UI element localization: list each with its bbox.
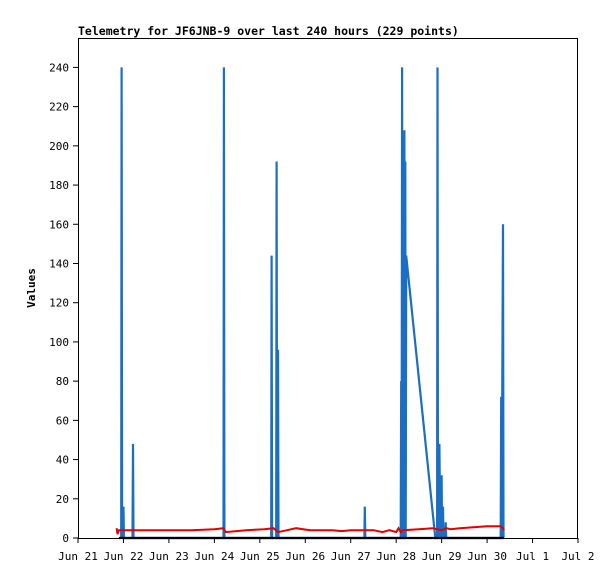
x-tick-label: Jun 28 [376,550,416,563]
axis-ticks: 0 20 40 60 80 100 120 140 160 180 200 220 240 Jun 21 J… [49,61,594,563]
y-tick-label: 200 [49,140,69,153]
y-tick-label: 80 [56,375,69,388]
y-tick-label: 0 [62,532,69,545]
y-tick-label: 140 [49,257,69,270]
y-tick-label: 180 [49,179,69,192]
series-layer [115,67,505,540]
x-tick-label: Jun 29 [422,550,462,563]
y-tick-label: 220 [49,101,69,114]
y-tick-label: 160 [49,218,69,231]
y-tick-label: 20 [56,493,69,506]
x-tick-label: Jun 27 [331,550,371,563]
x-tick-label: Jun 24 [194,550,234,563]
y-tick-label: 120 [49,297,69,310]
x-tick-label: Jun 26 [285,550,325,563]
x-tick-label: Jun 25 [240,550,280,563]
y-tick-label: 240 [49,61,69,74]
x-tick-label: Jul 1 [516,550,549,563]
x-tick-label: Jun 22 [104,550,144,563]
y-axis-label: Values [25,268,38,308]
x-tick-label: Jun 21 [58,550,98,563]
series-line [115,525,505,535]
y-tick-label: 60 [56,414,69,427]
y-tick-label: 40 [56,454,69,467]
chart-title: Telemetry for JF6JNB-9 over last 240 hou… [78,24,459,38]
series-line [120,67,505,540]
x-tick-label: Jun 30 [467,550,507,563]
x-tick-label: Jul 2 [561,550,594,563]
x-tick-label: Jun 23 [149,550,189,563]
y-tick-label: 100 [49,336,69,349]
